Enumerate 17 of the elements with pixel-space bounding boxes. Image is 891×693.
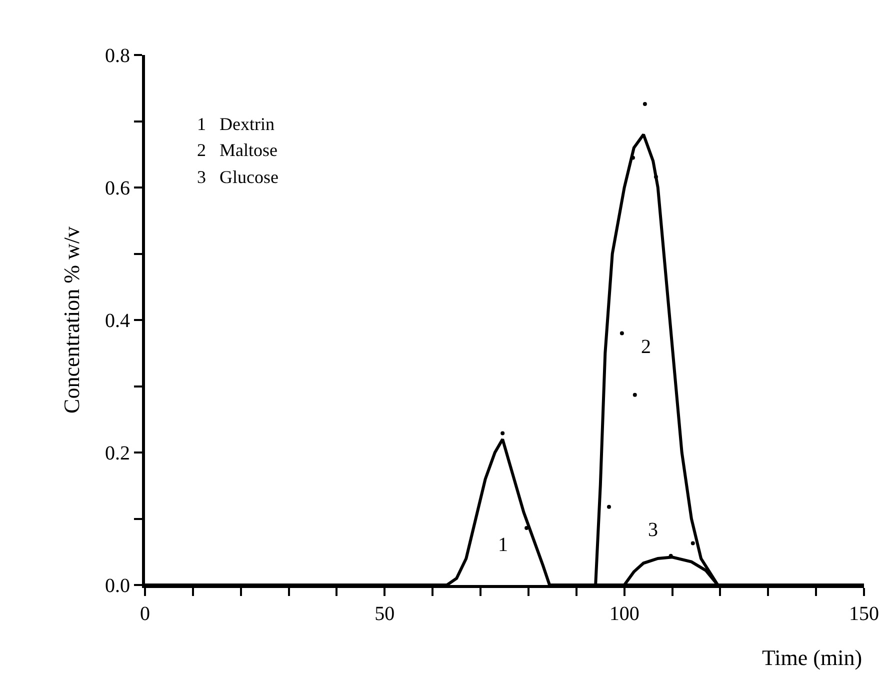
x-axis-title: Time (min) [762, 645, 862, 670]
y-tick-label: 0.8 [105, 45, 130, 67]
annotation: 2 [641, 336, 651, 358]
annotation: 3 [648, 519, 658, 541]
y-tick-label: 0.2 [105, 442, 130, 464]
x-tick-label: 100 [609, 603, 640, 625]
x-tick-label: 0 [140, 603, 150, 625]
annotation: 3 Glucose [197, 167, 278, 187]
annotation: 2 Maltose [197, 140, 278, 160]
annotation: 1 Dextrin [197, 114, 274, 134]
x-tick-label: 150 [849, 603, 879, 625]
x-tick-label: 50 [374, 603, 395, 625]
y-tick-label: 0.4 [105, 310, 130, 332]
y-axis-title: Concentration % w/v [58, 226, 84, 414]
y-tick-label: 0.0 [105, 575, 130, 597]
y-tick-label: 0.6 [105, 178, 130, 200]
annotation: 1 [498, 534, 508, 556]
